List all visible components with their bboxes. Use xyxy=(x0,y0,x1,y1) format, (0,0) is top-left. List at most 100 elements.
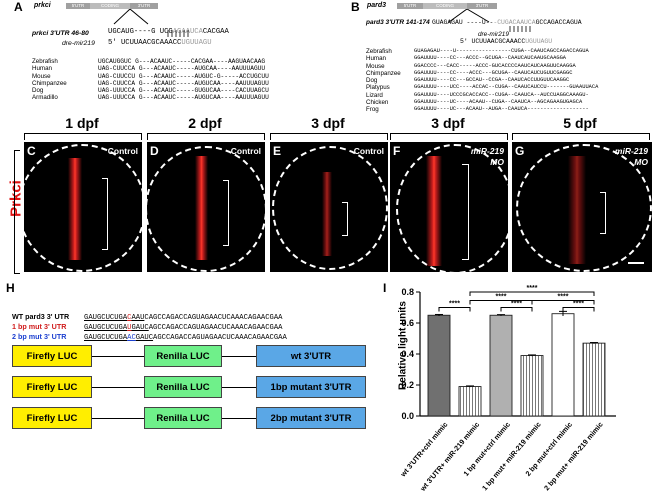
species-row: Frog GGAUUUU----UC---ACAAU--AUGA--CAAUCA-… xyxy=(366,106,598,113)
panel-a-utr-label: prkci 3'UTR 46-80 xyxy=(32,30,89,37)
seq-rest: AGCCAGACCAGUAGAACUCAAACAGAACGAA xyxy=(148,324,283,332)
panel-b-utr-seq: GUAGAGAU ----U---CUGACAAUCAGCCAGACCAGUA xyxy=(432,19,582,26)
significance-bracket xyxy=(438,307,471,312)
species-name: Chimpanzee xyxy=(32,79,67,87)
seq-part-a: GAUGCUCUGA xyxy=(84,314,128,322)
construct-link xyxy=(92,356,144,358)
dpf-label-f: 3 dpf xyxy=(431,115,465,131)
bar-3utr: 3'UTR xyxy=(130,3,158,9)
panel-letter: C xyxy=(27,144,36,158)
species-seq: UAG-CUUCCA G---ACAAUC-----AUGUCAA----AAU… xyxy=(98,79,269,87)
seq-part-b: GAUC xyxy=(131,324,149,332)
bar xyxy=(489,314,513,417)
panel-a-pairing-ticks xyxy=(167,30,189,37)
y-tick-label: 0.0 xyxy=(401,411,414,421)
bar xyxy=(551,313,575,417)
seq-row-1bp: 1 bp mut 3' UTR GAUGCUCUGA UGAUCAGCCAGACCA… xyxy=(8,313,282,332)
utr-box: wt 3'UTR xyxy=(256,345,366,367)
image-panel-f: F miR-219 MO xyxy=(390,142,508,272)
condition-label: miR-219 MO xyxy=(470,146,504,167)
condition-label: Control xyxy=(353,146,384,156)
bar-coding: CODING xyxy=(423,3,467,9)
dashed-circle xyxy=(396,144,508,272)
species-row: Platypus GGAUUUU----UCC----ACCAC--CUGA--C… xyxy=(366,84,598,91)
utr-box: 2bp mutant 3'UTR xyxy=(256,407,366,429)
species-seq: UAG-UUUCCA G---ACAAUC-----GUGUCAA----CAC… xyxy=(98,87,269,95)
species-seq: GGAUUUU----UC----ACAAU--CUGA--CAAUCA--AG… xyxy=(414,99,583,106)
mir-seq-part1: 5' UCUUAACGCAAACC xyxy=(108,39,182,47)
species-name: Armadillo xyxy=(32,94,58,102)
mir-seq-seed: UGUUAGU xyxy=(181,39,212,47)
bracket-f xyxy=(390,133,508,140)
species-row: Human UAG-CUUCCA G---ACAAUC-----AUGCAA---… xyxy=(32,65,269,72)
significance-label: **** xyxy=(527,285,538,292)
panel-letter: D xyxy=(150,144,159,158)
seq-part-a: GAUGCUCUGA xyxy=(84,334,128,342)
utr-seq-part3: CACGAA xyxy=(202,28,229,36)
prkci-signal xyxy=(322,172,332,256)
firefly-luc-box: Firefly LUC xyxy=(12,376,92,398)
panel-letter: F xyxy=(393,144,401,158)
species-row: Mouse GGACCCC---CACC-----ACCC-GUCACCCCAAU… xyxy=(366,63,598,70)
prkci-signal xyxy=(195,156,208,260)
significance-label: **** xyxy=(558,294,569,301)
seq-row-label: 1 bp mut 3' UTR xyxy=(12,322,67,331)
significance-label: **** xyxy=(511,301,522,308)
species-row: Lizard GGAUUUU----UCCCGCACCACC--CUGA--CAA… xyxy=(366,92,598,99)
measure-bracket xyxy=(102,178,108,250)
species-row: Armadillo UAG-UUUCCA G---ACAAUC-----AUGUC… xyxy=(32,94,269,101)
y-tick-label: 0.4 xyxy=(401,349,414,359)
seq-row-label: WT pard3 3' UTR xyxy=(12,312,70,321)
species-row: Mouse UAG-CUUCCU G---ACAAUC-----AUGUC-G--… xyxy=(32,73,269,80)
scale-bar xyxy=(628,262,644,264)
construct-link xyxy=(222,418,256,420)
species-seq: UGCAUGGUC G---ACAAUC-----CACGAA----AAGUA… xyxy=(98,58,266,65)
dpf-label-e: 3 dpf xyxy=(311,115,345,131)
measure-bracket xyxy=(462,164,469,260)
utr-box: 1bp mutant 3'UTR xyxy=(256,376,366,398)
species-row: Human GGAUUUU----CC---ACCC--GCUGA--CAAUCA… xyxy=(366,55,598,62)
species-seq: GGAUUUU----UCC----ACCAC--CUGA--CAAUCAUCC… xyxy=(414,84,599,91)
seq-mut: U xyxy=(127,324,132,332)
significance-bracket xyxy=(562,307,595,312)
seq-row-label: 2 bp mut 3' UTR xyxy=(12,332,67,341)
bar-5utr: 5'UTR xyxy=(397,3,423,9)
construct-link xyxy=(92,418,144,420)
panel-a-gene: prkci xyxy=(34,2,51,9)
y-tick-label: 0.8 xyxy=(401,287,414,297)
seq-mut: AC xyxy=(127,334,136,342)
species-name: Lizard xyxy=(366,91,383,99)
species-name: Mouse xyxy=(32,72,51,80)
utr-seq-part1: GUAGAGAU ----U-- xyxy=(432,19,494,26)
condition-label: Control xyxy=(230,146,261,156)
mir-seq-seed: UGUUAGU xyxy=(525,38,553,45)
bar-3utr: 3'UTR xyxy=(467,3,497,9)
species-seq: UAG-UUUCCA G---ACAAUC-----AUGUCAA----AAU… xyxy=(98,94,269,102)
species-row: Zebrafish GUAGAGAU----U-----------------C… xyxy=(366,48,598,55)
bar xyxy=(582,342,606,417)
y-tick-label: 0.2 xyxy=(401,380,414,390)
bracket-g xyxy=(512,133,650,140)
species-seq: GGAUUUU----UCCCGCACCACC--CUGA--CAAUCA--A… xyxy=(414,91,589,98)
panel-b-mir-label: dre-mir219 xyxy=(478,31,509,38)
bracket-c xyxy=(24,133,142,140)
construct-link xyxy=(222,356,256,358)
species-name: Mouse xyxy=(366,62,385,70)
seq-mut: C xyxy=(127,314,132,322)
species-name: Human xyxy=(366,55,386,63)
image-panel-e: E Control xyxy=(270,142,388,272)
significance-bracket xyxy=(469,291,595,296)
significance-bracket xyxy=(531,300,595,305)
species-row: Chimpanzee UAG-CUUCCA G---ACAAUC-----AUGU… xyxy=(32,80,269,87)
species-row: Chimpanzee GGAUUUU----CC----ACCC---GCUGA-… xyxy=(366,70,598,77)
species-name: Zebrafish xyxy=(32,58,58,65)
dashed-circle xyxy=(516,144,652,272)
seq-row-2bp: 2 bp mut 3' UTR GAUGCUCUGAAC GAUCAGCCAGACC… xyxy=(8,323,287,342)
species-name: Dog xyxy=(32,87,44,95)
panel-a-mir-seq: 5' UCUUAACGCAAACCUGUUAGU xyxy=(108,39,212,47)
utr-seq-part3: GCCAGACCAGUA xyxy=(535,19,582,26)
panel-letter: E xyxy=(273,144,282,158)
panel-a-zoom-lines xyxy=(113,9,149,25)
species-name: Frog xyxy=(366,106,379,114)
utr-seq-part1: UGCAUG----G UCG xyxy=(108,28,173,36)
